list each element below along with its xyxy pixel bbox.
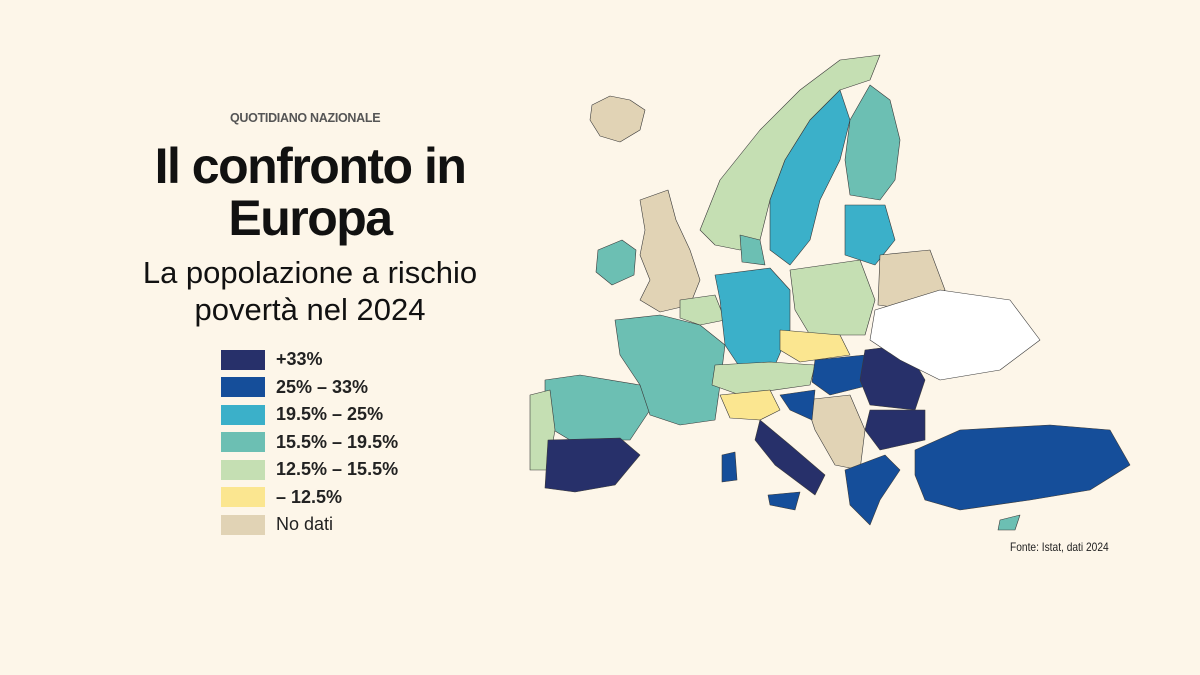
region-baltics [844, 204, 896, 266]
legend-swatch [221, 377, 265, 398]
region-austria-switzerland [711, 361, 816, 396]
region-italy-south [754, 419, 826, 496]
region-cyprus [997, 514, 1021, 531]
region-czechia-slovakia [779, 329, 851, 363]
region-united-kingdom [639, 189, 701, 313]
legend-label: 19.5% – 25% [276, 404, 384, 425]
region-sardinia [721, 451, 738, 483]
region-ireland [595, 239, 637, 286]
region-finland [844, 84, 901, 201]
region-hungary [811, 354, 871, 396]
legend-item: 12.5% – 15.5% [221, 456, 398, 484]
region-france [614, 314, 726, 426]
legend-swatch [221, 404, 265, 425]
legend-item: +33% [221, 346, 398, 374]
source-note: Fonte: Istat, dati 2024 [1010, 540, 1109, 554]
legend-swatch [221, 514, 265, 535]
region-greece [844, 454, 901, 526]
page-subtitle: La popolazione a rischio povertà nel 202… [142, 255, 478, 327]
region-poland [789, 259, 876, 336]
brand-label: QUOTIDIANO NAZIONALE [230, 111, 381, 125]
region-turkey [914, 424, 1131, 511]
legend-swatch [221, 349, 265, 370]
region-iceland [589, 95, 646, 143]
region-germany [714, 267, 791, 376]
legend-label: 15.5% – 19.5% [276, 431, 399, 452]
legend-item: – 12.5% [221, 484, 398, 512]
region-benelux [679, 294, 726, 326]
region-iberia-north [544, 374, 651, 441]
legend-swatch [221, 459, 265, 480]
legend: +33% 25% – 33% 19.5% – 25% 15.5% – 19.5% 12.… [221, 346, 398, 539]
region-sicily [767, 491, 801, 511]
legend-item: 19.5% – 25% [221, 401, 398, 429]
legend-swatch [221, 487, 265, 508]
region-sweden [769, 89, 851, 266]
page-title: Il confronto in Europa [154, 138, 467, 246]
region-italy-north [719, 389, 781, 421]
legend-label: +33% [276, 349, 323, 370]
region-croatia [779, 389, 816, 421]
region-denmark [739, 234, 766, 266]
legend-item: No dati [221, 511, 398, 539]
legend-item: 15.5% – 19.5% [221, 429, 398, 457]
region-west-balkans [804, 394, 866, 471]
legend-label: No dati [276, 514, 334, 535]
legend-label: – 12.5% [276, 486, 343, 507]
region-spain-south [544, 437, 641, 493]
legend-label: 25% – 33% [276, 376, 369, 397]
legend-label: 12.5% – 15.5% [276, 459, 399, 480]
legend-swatch [221, 432, 265, 453]
region-bulgaria [864, 409, 926, 451]
region-ukraine [869, 289, 1041, 381]
legend-item: 25% – 33% [221, 374, 398, 402]
